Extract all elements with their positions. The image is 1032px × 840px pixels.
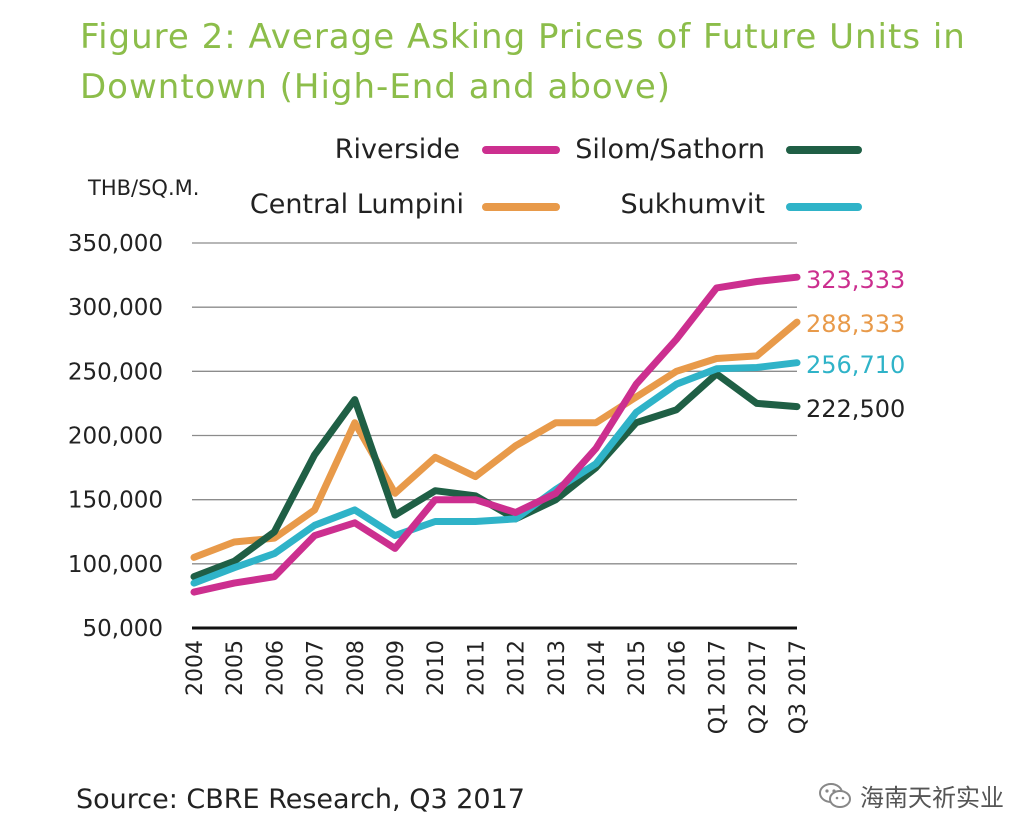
end-label-central-lumpini: 288,333 — [806, 310, 905, 338]
chart-legend: Riverside Silom/Sathorn Central Lumpini Suk… — [250, 134, 862, 220]
y-tick-label: 300,000 — [68, 295, 163, 321]
series-line-riverside — [190, 273, 801, 596]
end-value-labels: 323,333 222,500 288,333 256,710 — [806, 266, 905, 423]
x-tick-label: 2004 — [183, 640, 208, 696]
x-tick-label: 2016 — [665, 640, 690, 696]
legend-label-sukhumvit: Sukhumvit — [621, 189, 765, 220]
legend-label-central-lumpini: Central Lumpini — [250, 189, 464, 220]
x-tick-label: 2011 — [464, 640, 489, 696]
watermark-text: 海南天祈实业 — [860, 784, 1004, 812]
end-label-riverside: 323,333 — [806, 266, 905, 294]
x-tick-label: 2005 — [223, 640, 248, 696]
y-tick-label: 150,000 — [68, 488, 163, 514]
y-tick-label: 50,000 — [83, 616, 163, 642]
x-tick-label: 2014 — [585, 640, 610, 696]
y-tick-label: 250,000 — [68, 359, 163, 385]
end-label-silom-sathorn: 222,500 — [806, 395, 905, 423]
data-series — [190, 273, 801, 596]
x-tick-label: 2007 — [304, 640, 329, 696]
x-tick-label: Q2 2017 — [746, 640, 771, 734]
y-tick-label: 350,000 — [68, 231, 163, 257]
y-axis-ticks: 50,000 100,000 150,000 200,000 250,000 300,00… — [68, 231, 163, 642]
y-axis-label: THB/SQ.M. — [87, 176, 199, 200]
chart-title-line-2: Downtown (High-End and above) — [80, 67, 672, 107]
grid-lines — [192, 242, 797, 630]
watermark: 海南天祈实业 — [818, 778, 1004, 813]
y-tick-label: 100,000 — [68, 552, 163, 578]
x-tick-label: 2015 — [625, 640, 650, 696]
x-tick-label: Q3 2017 — [786, 640, 811, 734]
end-label-sukhumvit: 256,710 — [806, 351, 905, 379]
x-tick-label: 2010 — [424, 640, 449, 696]
x-axis-ticks: 2004 2005 2006 2007 2008 2009 2010 2011 2012 2013… — [183, 640, 811, 734]
x-tick-label: 2012 — [505, 640, 530, 696]
y-tick-label: 200,000 — [68, 424, 163, 450]
x-tick-label: Q1 2017 — [706, 640, 731, 734]
x-tick-label: 2008 — [344, 640, 369, 696]
x-tick-label: 2013 — [545, 640, 570, 696]
series-line-sukhumvit — [190, 359, 801, 587]
chart-title: Figure 2: Average Asking Prices of Futur… — [80, 12, 980, 112]
legend-label-riverside: Riverside — [335, 134, 460, 165]
wechat-icon — [818, 781, 852, 811]
source-note: Source: CBRE Research, Q3 2017 — [76, 784, 525, 815]
legend-label-silom-sathorn: Silom/Sathorn — [575, 134, 765, 165]
chart-title-line-1: Figure 2: Average Asking Prices of Futur… — [80, 17, 966, 57]
series-line-central-lumpini — [190, 318, 801, 561]
x-tick-label: 2009 — [384, 640, 409, 696]
x-tick-label: 2006 — [263, 640, 288, 696]
